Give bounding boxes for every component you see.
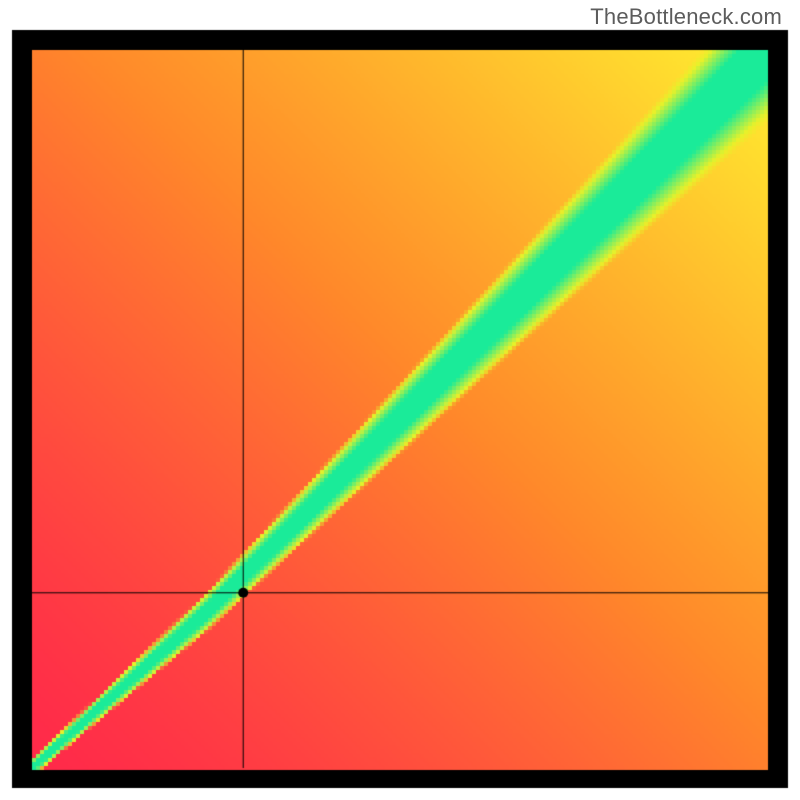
chart-container: TheBottleneck.com bbox=[0, 0, 800, 800]
watermark-text: TheBottleneck.com bbox=[590, 4, 782, 30]
heatmap-canvas bbox=[0, 0, 800, 800]
